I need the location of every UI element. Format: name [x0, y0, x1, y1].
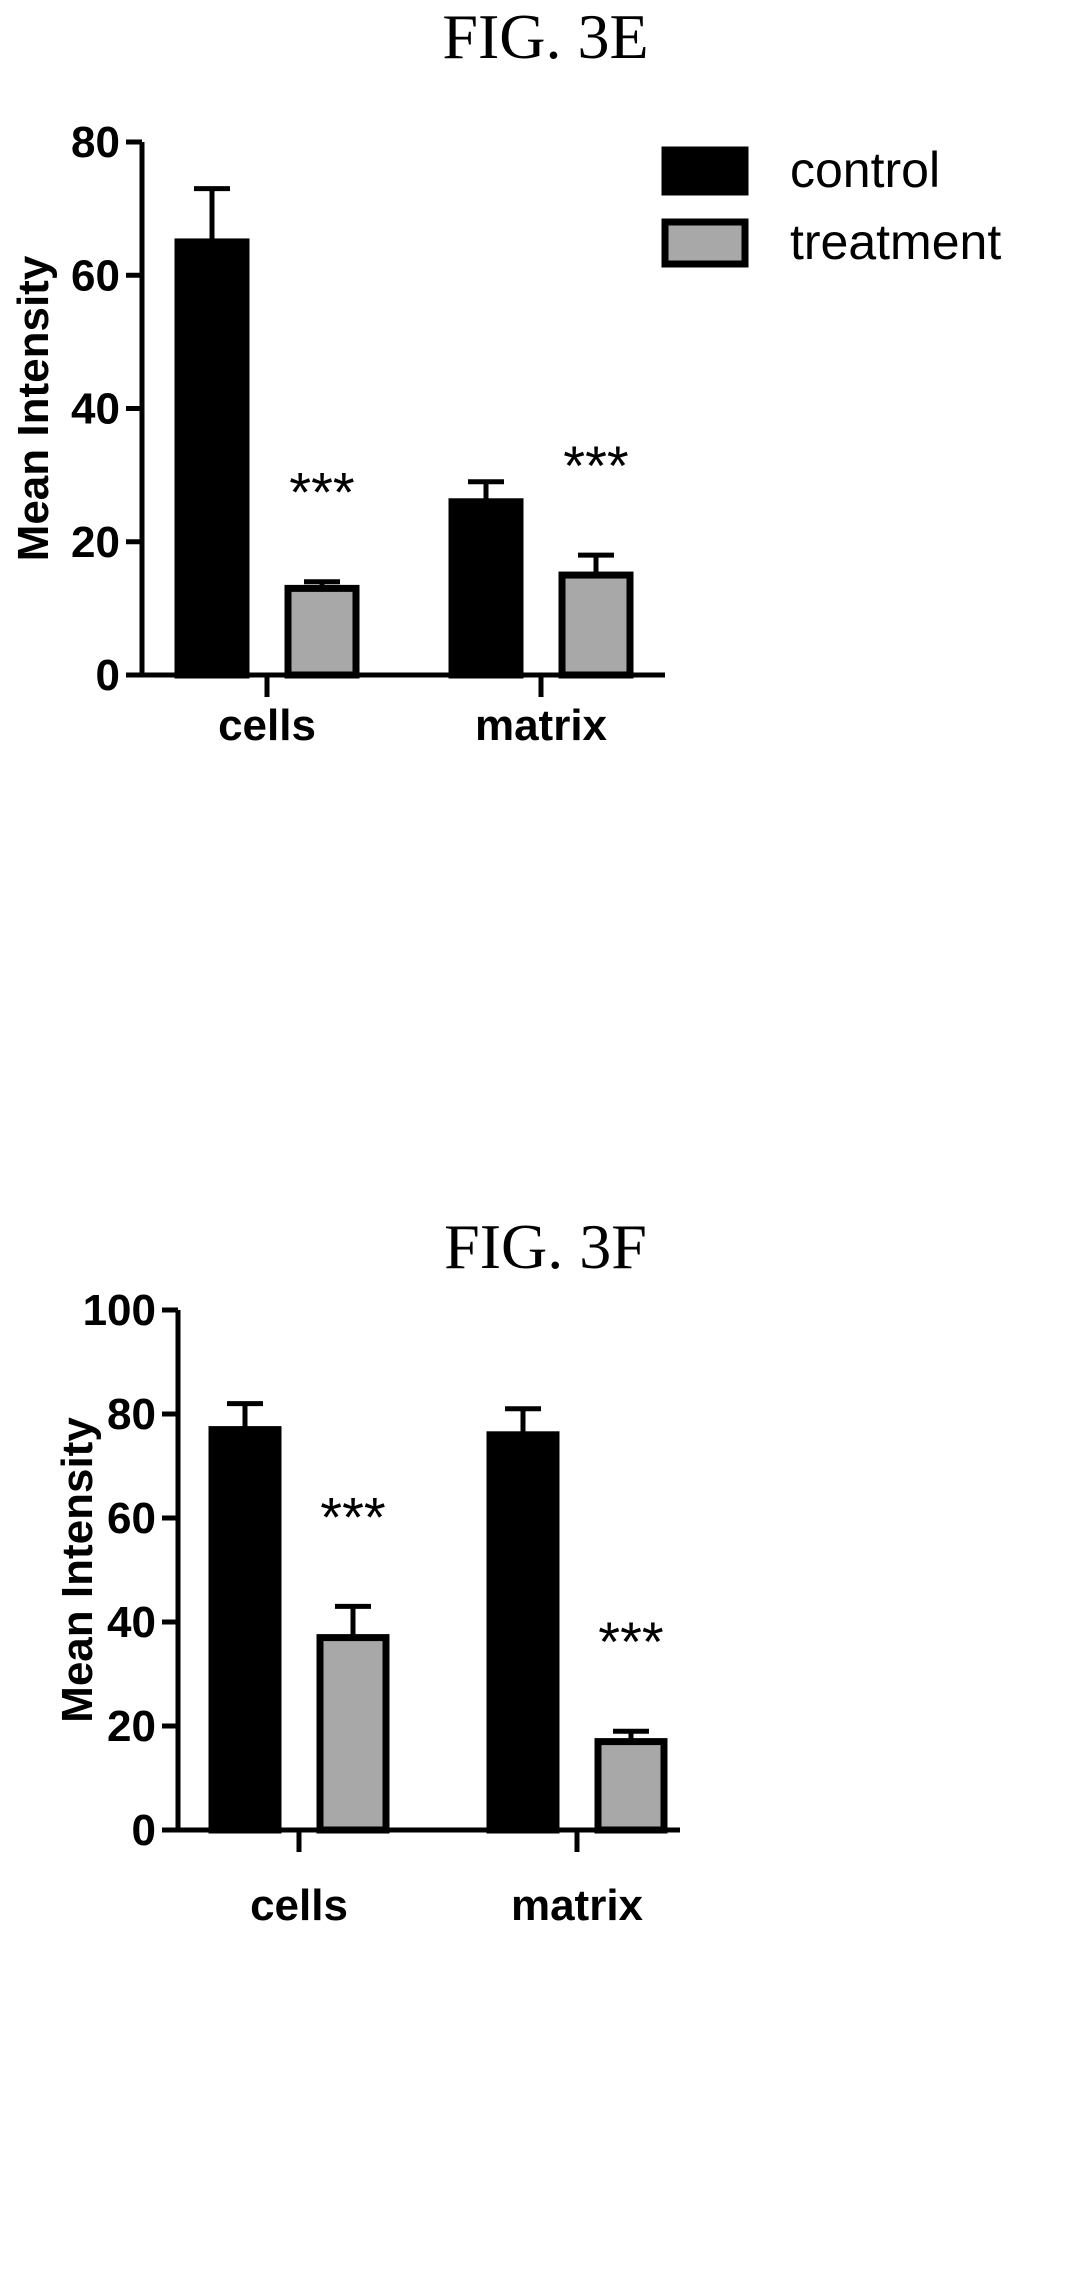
y-tick-label: 40: [107, 1598, 156, 1647]
significance-label: ***: [598, 1610, 663, 1673]
bar-control-cells: [174, 238, 250, 679]
y-tick-label: 80: [107, 1390, 156, 1439]
chart-3f: 0 20 40 60 80 100 Mean Intensity cells *** matrix…: [53, 1286, 680, 1930]
bar-treatment-matrix: [594, 1738, 668, 1834]
bar-treatment-matrix: [558, 571, 634, 679]
bar-control-cells: [208, 1426, 282, 1834]
y-tick-label: 0: [96, 651, 120, 700]
bar-treatment-cells: [316, 1634, 390, 1834]
x-tick-label: matrix: [475, 701, 608, 750]
chart-3e: 0 20 40 60 80 Mean Intensity cells *** matrix ***…: [9, 118, 1001, 750]
legend-swatch-control: [661, 146, 749, 196]
x-tick-label: cells: [250, 1881, 348, 1930]
bar-treatment-cells: [284, 584, 360, 679]
legend-label-treatment: treatment: [790, 214, 1001, 270]
y-tick-label: 20: [71, 518, 120, 567]
y-tick-label: 100: [83, 1286, 156, 1335]
figure-title-3f: FIG. 3F: [444, 1211, 647, 1282]
significance-label: ***: [289, 461, 354, 524]
y-tick-label: 60: [107, 1494, 156, 1543]
bar-control-matrix: [486, 1431, 560, 1834]
figure-title-3e: FIG. 3E: [442, 1, 649, 72]
y-tick-label: 0: [132, 1806, 156, 1855]
significance-label: ***: [320, 1485, 385, 1548]
y-tick-label: 20: [107, 1702, 156, 1751]
x-tick-label: cells: [218, 701, 316, 750]
legend-label-control: control: [790, 142, 940, 198]
y-tick-label: 40: [71, 385, 120, 434]
y-axis-title: Mean Intensity: [9, 255, 58, 561]
bar-control-matrix: [448, 498, 524, 679]
significance-label: ***: [563, 434, 628, 497]
y-tick-label: 80: [71, 118, 120, 167]
y-tick-label: 60: [71, 251, 120, 300]
legend-swatch-treatment: [661, 218, 749, 268]
y-axis-title: Mean Intensity: [53, 1417, 102, 1723]
x-tick-label: matrix: [511, 1881, 644, 1930]
